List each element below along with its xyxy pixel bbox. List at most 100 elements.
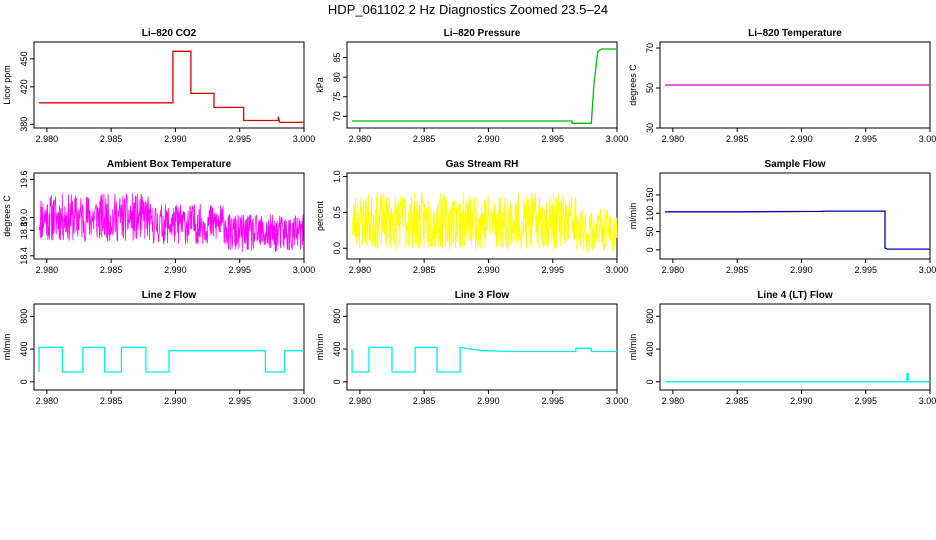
x-tick-label: 2.990 [790, 134, 813, 144]
y-tick-label: 0 [19, 379, 29, 384]
y-axis-label: percent [315, 200, 325, 231]
y-axis-label: ml/min [315, 334, 325, 361]
panel-3: Li–820 Temperature 2.980 2.985 2.990 2.995 3.… [628, 28, 936, 144]
panel-7: Line 2 Flow 2.980 2.985 2.990 2.995 3.000 0 400… [2, 290, 315, 406]
y-tick-label: 1.0 [332, 170, 342, 183]
x-tick-label: 2.985 [100, 396, 123, 406]
x-tick-label: 2.985 [413, 134, 436, 144]
y-tick-label: 0.0 [332, 242, 342, 255]
x-tick-label: 2.985 [100, 134, 123, 144]
x-tick-label: 2.990 [790, 396, 813, 406]
y-tick-label: 400 [332, 342, 342, 357]
x-tick-label: 2.990 [477, 134, 500, 144]
panel-title: Gas Stream RH [446, 159, 519, 170]
x-tick-label: 2.990 [164, 134, 187, 144]
panel-title: Line 2 Flow [142, 290, 197, 301]
x-tick-label: 2.995 [228, 134, 251, 144]
x-tick-label: 2.985 [726, 134, 749, 144]
x-tick-label: 3.000 [293, 134, 316, 144]
y-tick-label: 380 [19, 117, 29, 132]
x-tick-label: 2.995 [541, 265, 564, 275]
panel-6: Sample Flow 2.980 2.985 2.990 2.995 3.000 0 50 1… [628, 159, 936, 275]
y-tick-label: 0 [645, 247, 655, 252]
y-tick-label: 0.5 [332, 206, 342, 219]
x-tick-label: 3.000 [606, 396, 629, 406]
y-tick-label: 450 [19, 51, 29, 66]
panel-2: Li–820 Pressure 2.980 2.985 2.990 2.995 3.000… [315, 28, 628, 144]
y-axis-label: ml/min [628, 334, 638, 361]
y-tick-label: 75 [332, 92, 342, 102]
series-line [665, 372, 930, 383]
y-tick-label: 0 [332, 379, 342, 384]
y-axis-label: kPa [315, 77, 325, 93]
y-tick-label: 0 [645, 379, 655, 384]
x-tick-label: 3.000 [293, 396, 316, 406]
y-axis-label: Licor ppm [2, 65, 12, 105]
plot-frame [346, 303, 618, 391]
x-tick-label: 2.985 [726, 265, 749, 275]
panel-1: Li–820 CO2 2.980 2.985 2.990 2.995 3.000 380 42… [2, 28, 315, 144]
x-tick-label: 2.980 [662, 134, 685, 144]
y-tick-label: 18.8 [19, 222, 29, 240]
plot-frame [33, 41, 305, 129]
x-tick-label: 2.985 [413, 396, 436, 406]
x-tick-label: 2.980 [349, 265, 372, 275]
x-tick-label: 2.990 [790, 265, 813, 275]
y-tick-label: 400 [19, 342, 29, 357]
plot-frame [33, 172, 305, 260]
panel-title: Ambient Box Temperature [107, 159, 232, 170]
y-tick-label: 420 [19, 79, 29, 94]
panel-title: Li–820 Pressure [444, 28, 521, 39]
series-line [665, 210, 930, 250]
x-tick-label: 2.985 [100, 265, 123, 275]
x-tick-label: 3.000 [606, 265, 629, 275]
panel-5: Gas Stream RH 2.980 2.985 2.990 2.995 3.000 0.… [315, 159, 628, 275]
series-line [39, 50, 304, 124]
y-tick-label: 70 [645, 43, 655, 53]
x-tick-label: 2.980 [36, 396, 59, 406]
plot-frame [346, 172, 618, 260]
x-tick-label: 2.995 [541, 396, 564, 406]
y-axis-label: ml/min [2, 334, 12, 361]
x-tick-label: 3.000 [919, 134, 936, 144]
series-line [351, 192, 618, 252]
y-tick-label: 30 [645, 123, 655, 133]
y-axis-label: ml/min [628, 203, 638, 230]
y-tick-label: 800 [645, 309, 655, 324]
x-tick-label: 2.980 [36, 265, 59, 275]
y-axis-label: degrees C [2, 195, 12, 237]
x-tick-label: 3.000 [919, 396, 936, 406]
x-tick-label: 2.990 [477, 265, 500, 275]
y-axis-label: degrees C [628, 64, 638, 106]
x-tick-label: 2.990 [164, 396, 187, 406]
y-tick-label: 100 [645, 206, 655, 221]
x-tick-label: 2.995 [228, 265, 251, 275]
x-tick-label: 2.995 [854, 265, 877, 275]
panel-4: Ambient Box Temperature 2.980 2.985 2.990 2.… [2, 159, 315, 275]
y-tick-label: 800 [332, 309, 342, 324]
y-tick-label: 50 [645, 83, 655, 93]
plot-frame [346, 41, 618, 129]
plot-frame [659, 172, 931, 260]
y-tick-label: 70 [332, 111, 342, 121]
x-tick-label: 2.985 [413, 265, 436, 275]
y-tick-label: 85 [332, 53, 342, 63]
x-tick-label: 2.985 [726, 396, 749, 406]
y-tick-label: 150 [645, 187, 655, 202]
x-tick-label: 3.000 [919, 265, 936, 275]
x-tick-label: 3.000 [293, 265, 316, 275]
x-tick-label: 2.990 [477, 396, 500, 406]
series-line [38, 346, 304, 373]
plot-frame [33, 303, 305, 391]
y-tick-label: 400 [645, 342, 655, 357]
y-tick-label: 80 [332, 72, 342, 82]
x-tick-label: 2.995 [541, 134, 564, 144]
y-tick-label: 800 [19, 309, 29, 324]
x-tick-label: 2.980 [662, 265, 685, 275]
y-tick-label: 19.6 [19, 171, 29, 189]
panel-title: Li–820 Temperature [748, 28, 842, 39]
x-tick-label: 2.980 [349, 396, 372, 406]
panel-8: Line 3 Flow 2.980 2.985 2.990 2.995 3.000 0 400… [315, 290, 628, 406]
y-tick-label: 19.0 [19, 209, 29, 227]
